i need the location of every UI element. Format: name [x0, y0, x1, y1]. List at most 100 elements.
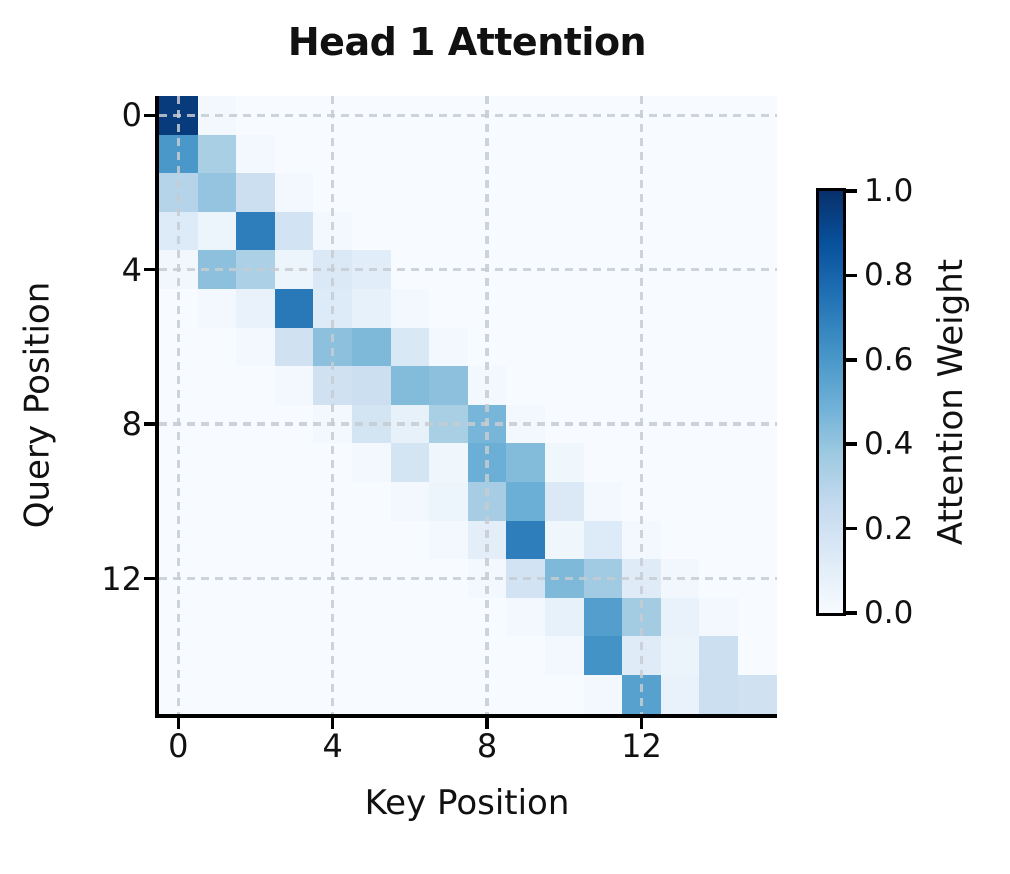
- y-tick-mark: [144, 113, 155, 118]
- heatmap-cell: [622, 675, 662, 715]
- heatmap-cell: [506, 173, 546, 213]
- heatmap-cell: [390, 250, 430, 290]
- heatmap-cell: [313, 482, 353, 522]
- heatmap-cell: [313, 289, 353, 329]
- heatmap-cell: [699, 327, 739, 367]
- colorbar-tick-mark: [846, 358, 857, 362]
- heatmap-cell: [274, 675, 314, 715]
- heatmap-cell: [236, 96, 276, 136]
- heatmap-cell: [236, 443, 276, 483]
- heatmap-cell: [506, 366, 546, 406]
- heatmap-cell: [545, 482, 585, 522]
- heatmap-cell: [429, 597, 469, 637]
- heatmap-cell: [236, 404, 276, 444]
- heatmap-cell: [429, 559, 469, 599]
- heatmap-cell: [429, 520, 469, 560]
- heatmap-cell: [699, 482, 739, 522]
- heatmap-cell: [236, 327, 276, 367]
- heatmap-cell: [429, 173, 469, 213]
- heatmap-cell: [622, 636, 662, 676]
- heatmap-cell: [467, 327, 507, 367]
- heatmap-cell: [738, 482, 778, 522]
- heatmap-plot-area: [159, 96, 778, 715]
- heatmap-cell: [352, 559, 392, 599]
- heatmap-cell: [159, 482, 199, 522]
- heatmap-cell: [159, 366, 199, 406]
- heatmap-cell: [660, 404, 700, 444]
- heatmap-cell: [660, 134, 700, 174]
- heatmap-cell: [236, 636, 276, 676]
- heatmap-cell: [236, 482, 276, 522]
- heatmap-cell: [159, 636, 199, 676]
- heatmap-cell: [545, 134, 585, 174]
- heatmap-cell: [390, 636, 430, 676]
- heatmap-cell: [274, 520, 314, 560]
- heatmap-cell: [197, 211, 237, 251]
- heatmap-cell: [699, 96, 739, 136]
- heatmap-cell: [660, 443, 700, 483]
- chart-title: Head 1 Attention: [287, 20, 647, 64]
- heatmap-cell: [545, 675, 585, 715]
- heatmap-cell: [197, 675, 237, 715]
- heatmap-cell: [506, 327, 546, 367]
- heatmap-cell: [429, 366, 469, 406]
- colorbar-tick-label: 0.8: [864, 257, 914, 294]
- heatmap-cell: [197, 404, 237, 444]
- heatmap-cell: [159, 520, 199, 560]
- heatmap-cell: [274, 636, 314, 676]
- heatmap-cell: [467, 366, 507, 406]
- heatmap-cell: [274, 96, 314, 136]
- heatmap-cell: [197, 482, 237, 522]
- heatmap-cell: [429, 211, 469, 251]
- heatmap-cell: [197, 250, 237, 290]
- heatmap-cell: [467, 250, 507, 290]
- heatmap-cell: [506, 559, 546, 599]
- heatmap-cell: [274, 173, 314, 213]
- y-tick-mark: [144, 576, 155, 581]
- x-tick-label: 4: [322, 727, 343, 765]
- heatmap-cell: [313, 443, 353, 483]
- heatmap-cell: [159, 327, 199, 367]
- heatmap-cell: [197, 443, 237, 483]
- heatmap-cell: [197, 173, 237, 213]
- heatmap-cell: [506, 443, 546, 483]
- heatmap-cell: [660, 636, 700, 676]
- heatmap-cell: [699, 173, 739, 213]
- heatmap-cell: [236, 675, 276, 715]
- x-axis-label: Key Position: [364, 783, 570, 823]
- heatmap-cell: [660, 366, 700, 406]
- heatmap-cell: [467, 134, 507, 174]
- heatmap-cell: [583, 211, 623, 251]
- x-tick-mark: [485, 717, 489, 729]
- heatmap-cell: [583, 597, 623, 637]
- colorbar-tick-mark: [846, 611, 857, 615]
- heatmap-cell: [738, 559, 778, 599]
- heatmap-cell: [583, 443, 623, 483]
- heatmap-cell: [622, 173, 662, 213]
- heatmap-cell: [506, 96, 546, 136]
- heatmap-cell: [274, 327, 314, 367]
- heatmap-cell: [506, 404, 546, 444]
- heatmap-cell: [583, 520, 623, 560]
- heatmap-cell: [197, 96, 237, 136]
- heatmap-cell: [583, 482, 623, 522]
- heatmap-cell: [583, 96, 623, 136]
- heatmap-cell: [738, 636, 778, 676]
- heatmap-cell: [738, 597, 778, 637]
- heatmap-cell: [467, 173, 507, 213]
- heatmap-cell: [738, 404, 778, 444]
- heatmap-cell: [313, 250, 353, 290]
- heatmap-cell: [236, 366, 276, 406]
- heatmap-cell: [545, 636, 585, 676]
- heatmap-cell: [545, 211, 585, 251]
- heatmap-cell: [236, 211, 276, 251]
- heatmap-cell: [738, 366, 778, 406]
- heatmap-cell: [738, 96, 778, 136]
- colorbar-gradient: [816, 188, 846, 616]
- heatmap-cell: [390, 96, 430, 136]
- heatmap-cell: [699, 250, 739, 290]
- heatmap-cell: [622, 96, 662, 136]
- heatmap-cell: [583, 173, 623, 213]
- heatmap-cell: [390, 211, 430, 251]
- heatmap-cell: [390, 404, 430, 444]
